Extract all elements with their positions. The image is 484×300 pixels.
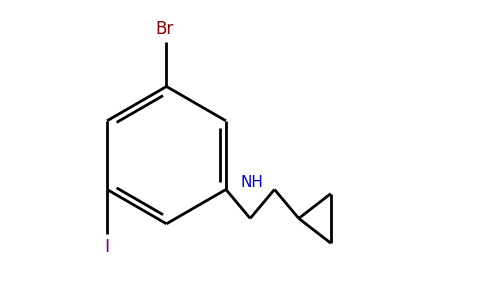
Text: Br: Br <box>156 20 174 38</box>
Text: NH: NH <box>241 175 263 190</box>
Text: I: I <box>105 238 110 256</box>
